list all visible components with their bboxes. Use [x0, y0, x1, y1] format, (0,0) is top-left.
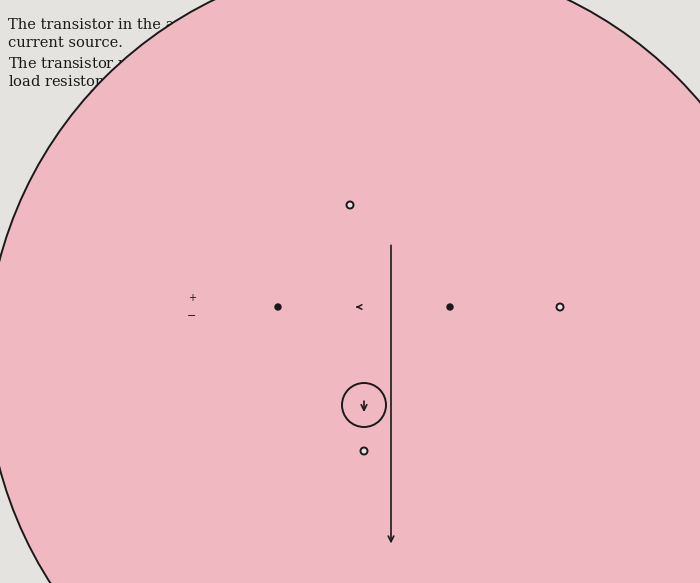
Circle shape [342, 383, 386, 427]
Text: $I$: $I$ [394, 399, 400, 412]
Circle shape [275, 304, 281, 310]
Text: load resistor is $R_L$= 4 kΩ.: load resistor is $R_L$= 4 kΩ. [8, 72, 196, 91]
Text: +9 V: +9 V [335, 184, 365, 197]
Text: current source.: current source. [8, 36, 123, 50]
Circle shape [556, 304, 564, 311]
Text: 100 kΩ: 100 kΩ [292, 348, 338, 361]
Text: $v_o$: $v_o$ [567, 300, 582, 314]
Text: The transistor in the amplifier circuit shown below is biased with a constant: The transistor in the amplifier circuit … [8, 18, 576, 32]
Circle shape [447, 304, 453, 310]
Text: The transistor parameters are $V_{TN}$ = 2 V, $k'_n$ = 40μA/V² and λ = 0.01V⁻¹. : The transistor parameters are $V_{TN}$ =… [8, 54, 580, 73]
Text: −9 V: −9 V [349, 463, 379, 476]
Circle shape [360, 448, 368, 455]
Text: $C_C$: $C_C$ [414, 270, 430, 285]
Text: $v_i$: $v_i$ [150, 300, 162, 314]
Text: −: − [188, 311, 197, 321]
Text: $R_o$: $R_o$ [478, 279, 493, 294]
Circle shape [346, 202, 354, 209]
Circle shape [170, 285, 214, 329]
Text: Identify the amplifier type. Give reasons for your answer.: Identify the amplifier type. Give reason… [90, 90, 515, 104]
Text: +: + [188, 293, 196, 303]
Text: $R_L$: $R_L$ [520, 339, 535, 354]
Text: $R_G=$: $R_G=$ [292, 332, 321, 347]
